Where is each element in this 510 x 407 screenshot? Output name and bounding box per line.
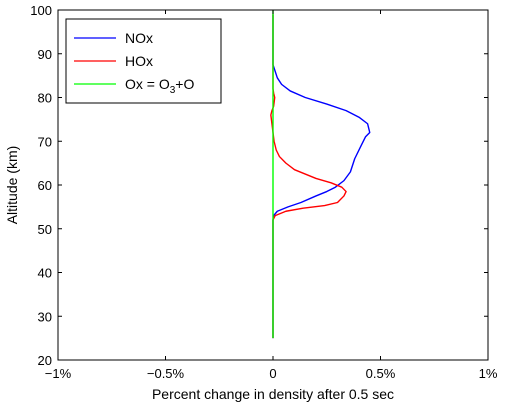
x-tick-label: −0.5%	[147, 366, 185, 381]
y-tick-label: 20	[38, 353, 52, 368]
y-tick-label: 80	[38, 91, 52, 106]
legend-label-nox: NOx	[125, 30, 153, 46]
legend-label-hox: HOx	[125, 53, 153, 69]
x-tick-label: 1%	[479, 366, 498, 381]
y-tick-label: 100	[30, 3, 52, 18]
x-tick-label: 0.5%	[366, 366, 396, 381]
y-tick-label: 90	[38, 47, 52, 62]
legend-label-ox: Ox = O3+O	[125, 76, 194, 96]
y-tick-label: 50	[38, 222, 52, 237]
legend: NOx HOx Ox = O3+O	[65, 18, 222, 104]
x-tick-label: −1%	[45, 366, 72, 381]
tick-layer: −1% −0.5% 0 0.5% 1% 20 30 40 50 60 70 80 90 100	[30, 3, 498, 381]
y-tick-label: 30	[38, 309, 52, 324]
y-tick-label: 70	[38, 134, 52, 149]
x-tick-label: 0	[269, 366, 276, 381]
y-tick-label: 60	[38, 178, 52, 193]
series-line-nox	[272, 14, 371, 339]
x-axis-label: Percent change in density after 0.5 sec	[152, 386, 394, 402]
y-tick-label: 40	[38, 266, 52, 281]
y-axis-label: Altitude (km)	[4, 146, 20, 225]
series-layer	[270, 10, 371, 339]
